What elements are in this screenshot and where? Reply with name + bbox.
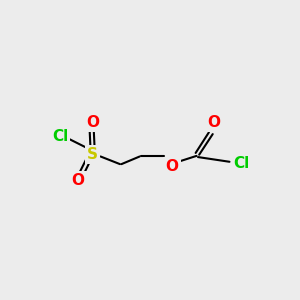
Text: Cl: Cl	[233, 156, 249, 171]
Text: O: O	[86, 115, 99, 130]
Text: O: O	[207, 115, 220, 130]
Text: O: O	[71, 173, 84, 188]
Text: O: O	[166, 159, 178, 174]
Text: S: S	[87, 147, 98, 162]
Text: Cl: Cl	[52, 129, 68, 144]
